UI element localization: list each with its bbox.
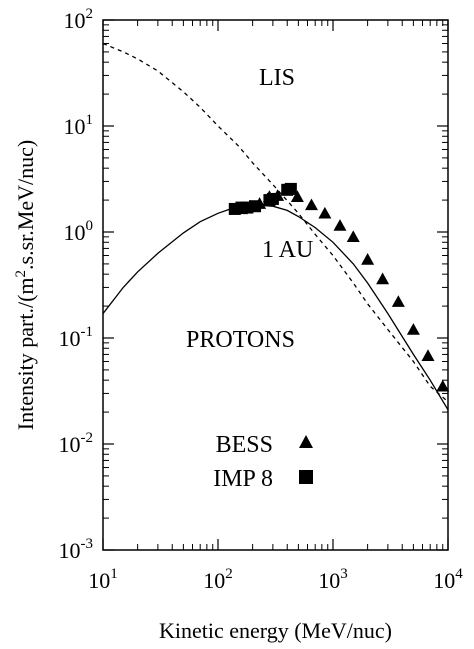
bess-point xyxy=(376,272,390,285)
bess-point xyxy=(436,379,450,392)
x-tick-label-base: 10 xyxy=(433,568,455,593)
y-tick-label: 10-3 xyxy=(59,536,94,563)
y-tick-label-exp: -3 xyxy=(81,536,94,552)
x-tick-label-exp: 1 xyxy=(110,566,118,582)
x-tick-label-exp: 2 xyxy=(225,566,233,582)
x-tick-label-base: 10 xyxy=(318,568,340,593)
imp8-point xyxy=(249,200,262,213)
plot-area xyxy=(103,42,450,411)
y-tick-label: 101 xyxy=(64,112,94,139)
y-axis-label-prefix: Intensity part./(m xyxy=(13,277,38,430)
x-tick-label: 104 xyxy=(433,566,463,593)
y-tick-label: 102 xyxy=(64,6,94,33)
bess-point xyxy=(290,190,304,202)
imp8-point xyxy=(284,182,297,195)
tick-marks xyxy=(102,19,449,551)
bess-point xyxy=(391,295,405,307)
y-tick-label-base: 10 xyxy=(64,220,86,245)
legend-marker-triangle xyxy=(299,435,313,448)
x-tick-label-exp: 3 xyxy=(340,566,348,582)
y-tick-label-base: 10 xyxy=(64,114,86,139)
x-tick-label-base: 10 xyxy=(88,568,110,593)
bess-point xyxy=(361,253,375,265)
imp8-point xyxy=(266,192,279,205)
bess-point xyxy=(406,323,420,335)
y-tick-label-base: 10 xyxy=(59,538,81,563)
x-tick-label-base: 10 xyxy=(203,568,225,593)
y-axis-label: Intensity part./(m2.s.sr.MeV/nuc) xyxy=(13,140,38,430)
legend-label-imp8: IMP 8 xyxy=(213,466,273,492)
y-tick-label-base: 10 xyxy=(64,8,86,33)
y-tick-label: 10-2 xyxy=(59,430,94,457)
legend-marker-square xyxy=(299,470,313,484)
bess-point xyxy=(304,198,318,211)
bess-point xyxy=(346,230,360,243)
x-axis-label: Kinetic energy (MeV/nuc) xyxy=(159,618,392,643)
bess-point xyxy=(318,206,332,219)
x-tick-label: 102 xyxy=(203,566,233,593)
y-axis-label-suffix: .s.sr.MeV/nuc) xyxy=(13,140,38,270)
series-1au-curve xyxy=(103,204,448,411)
legend: BESS IMP 8 xyxy=(213,432,313,492)
y-tick-label-base: 10 xyxy=(59,432,81,457)
y-tick-label-exp: -2 xyxy=(81,430,94,446)
y-tick-label: 10-1 xyxy=(59,324,94,351)
y-tick-label-exp: 2 xyxy=(86,6,94,22)
y-tick-label-exp: 0 xyxy=(86,218,94,234)
plot-frame xyxy=(102,19,449,551)
bess-point xyxy=(421,349,435,361)
x-tick-label-exp: 4 xyxy=(455,566,463,582)
series-lis-curve xyxy=(103,42,448,403)
bess-point xyxy=(333,219,347,231)
legend-label-bess: BESS xyxy=(216,432,273,458)
x-tick-label: 101 xyxy=(88,566,118,593)
y-tick-label-base: 10 xyxy=(59,326,81,351)
annotation-lis: LIS xyxy=(259,65,295,91)
annotation-1-au: 1 AU xyxy=(262,237,313,263)
annotation-protons: PROTONS xyxy=(186,327,295,353)
y-tick-label-exp: -1 xyxy=(81,324,94,340)
y-tick-label-exp: 1 xyxy=(86,112,94,128)
x-tick-label: 103 xyxy=(318,566,348,593)
y-axis-label-sup: 2 xyxy=(13,270,29,278)
y-tick-label: 100 xyxy=(64,218,94,245)
